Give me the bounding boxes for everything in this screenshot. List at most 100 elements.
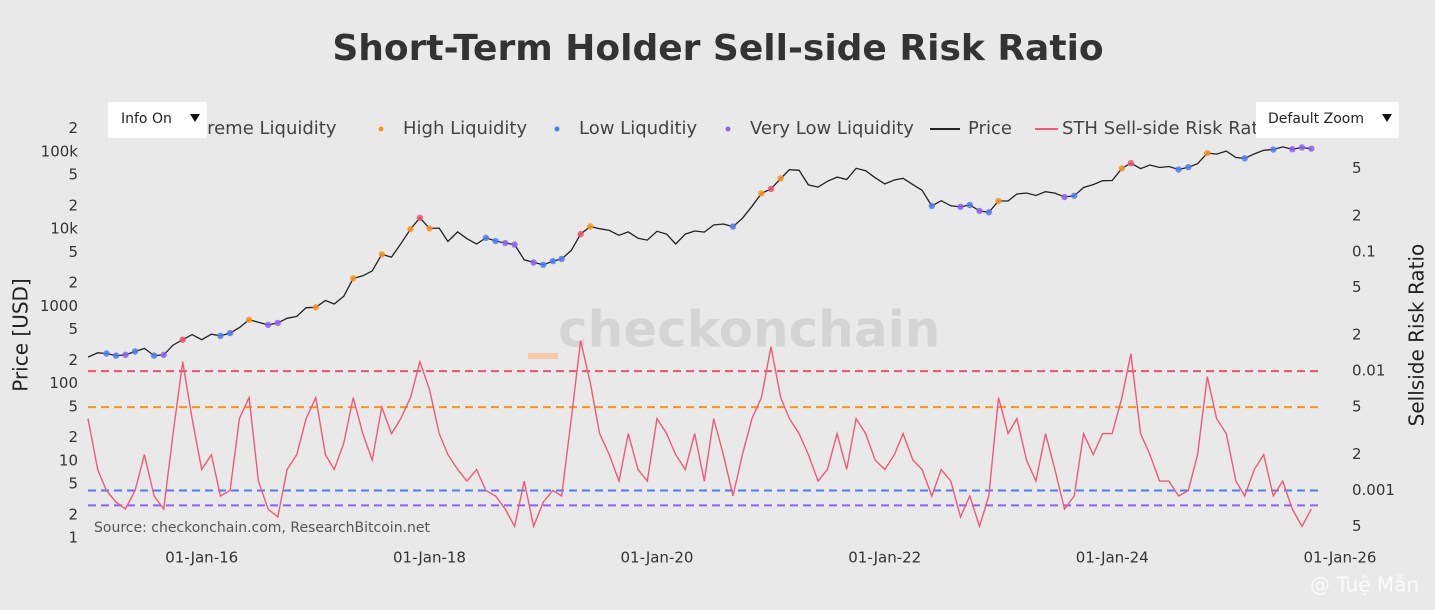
liquidity-marker [511, 241, 518, 248]
legend-marker [725, 126, 731, 132]
liquidity-marker [112, 352, 120, 359]
x-tick-label: 01-Jan-20 [620, 549, 693, 567]
y-tick-label: 10 [59, 451, 78, 469]
y-tick-label: 2 [68, 196, 78, 214]
y2-tick-label: 0.1 [1352, 242, 1376, 260]
liquidity-marker [226, 329, 234, 337]
liquidity-marker [985, 209, 993, 216]
liquidity-marker [1071, 192, 1078, 199]
y-tick-label: 10k [50, 220, 78, 238]
footer-credit: @ Tuệ Mẫn [1310, 573, 1419, 597]
button-bg[interactable] [108, 102, 207, 138]
y2-axis-title: Sellside Risk Ratio [1405, 244, 1429, 427]
liquidity-marker [1127, 159, 1135, 167]
liquidity-marker [758, 190, 765, 197]
liquidity-marker [312, 304, 319, 311]
legend: Extreme Liquidity High Liquidity Low Liqud… [162, 118, 1275, 139]
y-tick-label: 1 [68, 529, 78, 547]
liquidity-marker [492, 237, 499, 245]
liquidity-marker [245, 316, 253, 323]
plot-area: 1 2 5 10 2 5 100 2 5 1000 2 5 10k 2 5 100k 2 5 0.001 2 5 0.01… [40, 119, 1395, 566]
liquidity-marker [160, 351, 167, 359]
liquidity-marker [378, 251, 386, 258]
liquidity-marker [1061, 193, 1068, 201]
liquidity-marker [407, 225, 414, 233]
liquidity-marker [1241, 155, 1248, 162]
liquidity-marker [179, 336, 186, 343]
button-label[interactable]: Default Zoom [1268, 111, 1364, 127]
y-tick-label: 100 [49, 374, 78, 392]
liquidity-marker [274, 319, 281, 327]
liquidity-marker [777, 175, 784, 182]
liquidity-marker [587, 223, 594, 230]
button-bg[interactable] [1256, 102, 1399, 138]
x-tick-label: 01-Jan-24 [1076, 549, 1149, 567]
liquidity-marker [729, 223, 737, 230]
watermark-bar [528, 353, 558, 359]
y2-tick-label: 2 [1352, 445, 1362, 463]
y-tick-label: 5 [68, 243, 78, 261]
legend-marker [554, 126, 560, 132]
liquidity-marker [502, 239, 509, 247]
chart-title: Short-Term Holder Sell-side Risk Ratio [332, 28, 1103, 69]
y2-tick-label: 0.01 [1352, 362, 1385, 380]
liquidity-marker [482, 234, 490, 242]
source-note: Source: checkonchain.com, ResearchBitcoi… [94, 520, 431, 536]
liquidity-marker [1185, 163, 1192, 171]
liquidity-marker [103, 350, 110, 357]
liquidity-marker [1298, 144, 1306, 151]
liquidity-marker [928, 202, 936, 210]
button-label[interactable]: Info On [121, 111, 172, 127]
y2-tick-label: 5 [1352, 398, 1362, 416]
y2-tick-label: 2 [1352, 326, 1362, 344]
y-tick-label: 2 [68, 428, 78, 446]
liquidity-marker [150, 352, 158, 359]
liquidity-marker [264, 321, 272, 329]
legend-label: Low Liquditiy [579, 118, 698, 139]
y-tick-label: 5 [68, 166, 78, 184]
y-tick-label: 2 [68, 351, 78, 369]
liquidity-marker [540, 261, 547, 268]
dropdown-arrow[interactable] [190, 114, 200, 122]
liquidity-marker [416, 214, 424, 221]
y-axis-title: Price [USD] [9, 278, 33, 392]
legend-label: High Liquidity [403, 118, 527, 139]
dropdown-arrow[interactable] [1382, 114, 1392, 122]
y2-tick-label: 5 [1352, 517, 1362, 535]
y2-tick-label: 5 [1352, 278, 1362, 296]
y-tick-label: 2 [68, 119, 78, 137]
liquidity-marker [217, 332, 224, 340]
legend-label: STH Sell-side Risk Ratio [1062, 118, 1275, 139]
y2-tick-label: 0.001 [1352, 481, 1395, 499]
y-tick-label: 2 [68, 274, 78, 292]
watermark: checkonchain [558, 301, 940, 359]
liquidity-marker [426, 225, 433, 232]
liquidity-marker [549, 257, 557, 265]
x-tick-label: 01-Jan-16 [165, 549, 238, 567]
liquidity-marker [530, 259, 537, 266]
liquidity-marker [349, 275, 357, 282]
liquidity-marker [577, 230, 584, 238]
zoom-button[interactable]: Default Zoom [1256, 102, 1399, 138]
liquidity-marker [1118, 165, 1126, 172]
y-tick-label: 5 [68, 475, 78, 493]
liquidity-marker [957, 203, 964, 211]
liquidity-marker [1175, 166, 1182, 173]
legend-label: Price [968, 118, 1012, 139]
legend-marker [378, 126, 384, 132]
liquidity-marker [131, 348, 139, 355]
info-button[interactable]: Info On [108, 102, 207, 138]
liquidity-marker [1270, 146, 1277, 153]
liquidity-marker [1289, 146, 1296, 153]
y2-tick-label: 2 [1352, 206, 1362, 224]
liquidity-marker [995, 197, 1002, 205]
y-tick-label: 5 [68, 397, 78, 415]
y-tick-label: 100k [41, 142, 79, 160]
liquidity-marker [558, 255, 565, 263]
x-tick-label: 01-Jan-22 [848, 549, 921, 567]
x-tick-label: 01-Jan-26 [1304, 549, 1377, 567]
y-tick-label: 5 [68, 320, 78, 338]
y-tick-label: 1000 [40, 297, 78, 315]
x-tick-label: 01-Jan-18 [393, 549, 466, 567]
